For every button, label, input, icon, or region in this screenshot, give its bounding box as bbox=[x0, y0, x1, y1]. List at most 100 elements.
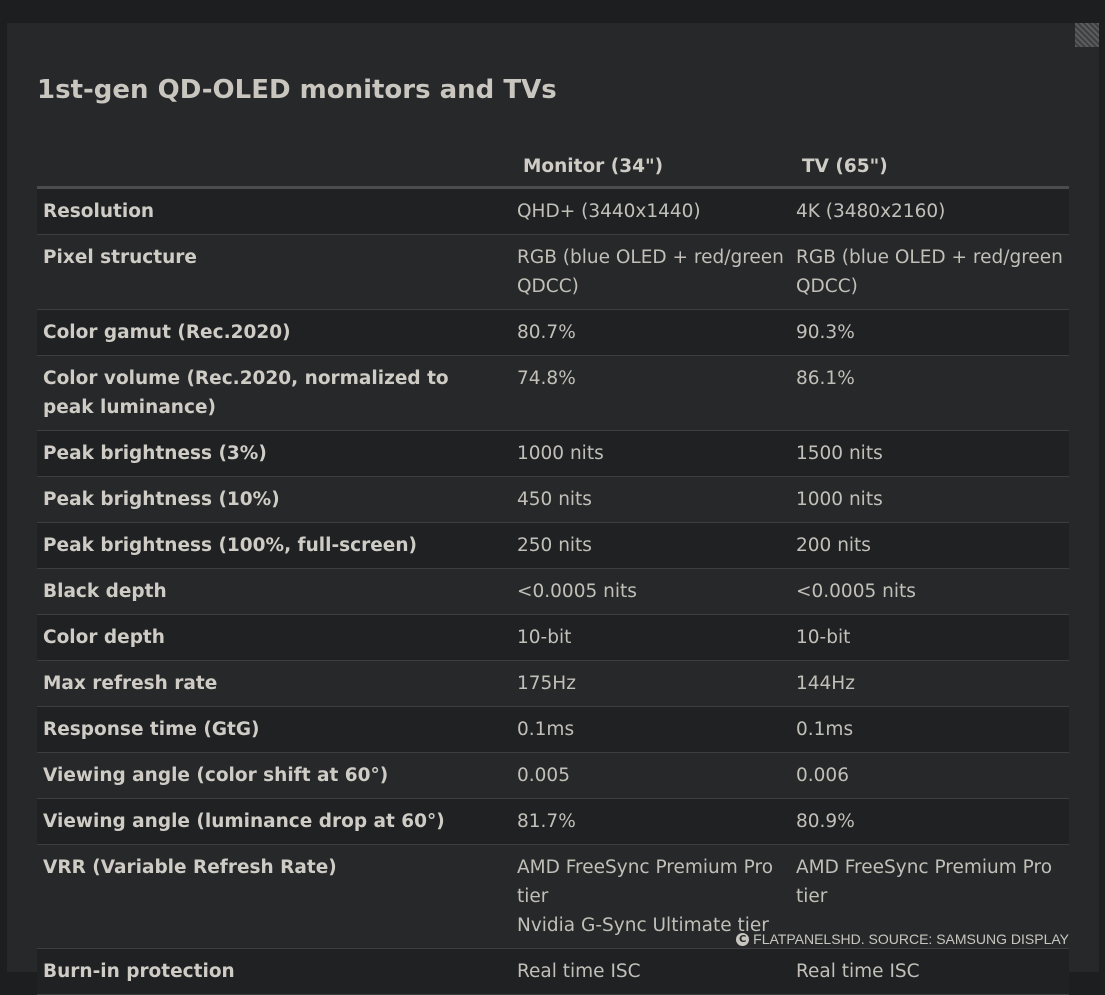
table-row: Max refresh rate 175Hz 144Hz bbox=[37, 660, 1069, 707]
cell-line: 74.8% bbox=[517, 368, 576, 389]
cell-monitor: 0.1ms bbox=[511, 706, 790, 753]
table-row: Burn-in protection Real time ISC Real time… bbox=[37, 948, 1069, 995]
cell-line: 10-bit bbox=[796, 627, 851, 648]
table-row: Peak brightness (100%, full-screen) 250 n… bbox=[37, 522, 1069, 569]
table-row: Pixel structure RGB (blue OLED + red/gree… bbox=[37, 234, 1069, 310]
table-body: Resolution QHD+ (3440x1440) 4K (3480x2160)… bbox=[37, 187, 1069, 995]
article-figure: 1st-gen QD-OLED monitors and TVs Monitor… bbox=[7, 23, 1099, 995]
cell-tv: 144Hz bbox=[790, 660, 1069, 707]
row-label: Color gamut (Rec.2020) bbox=[37, 309, 511, 356]
table-row: Resolution QHD+ (3440x1440) 4K (3480x2160) bbox=[37, 187, 1069, 235]
table-header-row: Monitor (34") TV (65") bbox=[37, 146, 1069, 189]
table-row: Viewing angle (color shift at 60°) 0.005 0… bbox=[37, 752, 1069, 799]
row-label: VRR (Variable Refresh Rate) bbox=[37, 844, 511, 949]
row-label: Response time (GtG) bbox=[37, 706, 511, 753]
cell-tv: 80.9% bbox=[790, 798, 1069, 845]
cell-monitor: 1000 nits bbox=[511, 430, 790, 477]
cell-monitor: 81.7% bbox=[511, 798, 790, 845]
cell-line: 81.7% bbox=[517, 811, 576, 832]
cell-line: 0.1ms bbox=[796, 719, 854, 740]
row-label: Peak brightness (10%) bbox=[37, 476, 511, 523]
header-tv: TV (65") bbox=[790, 146, 1069, 189]
cell-tv: <0.0005 nits bbox=[790, 568, 1069, 615]
spec-table: Monitor (34") TV (65") Resolution QHD+ (3… bbox=[37, 146, 1069, 995]
cell-line: 1000 nits bbox=[517, 443, 604, 464]
cell-monitor: 450 nits bbox=[511, 476, 790, 523]
cell-line: 200 nits bbox=[796, 535, 871, 556]
cell-line: Real time ISC bbox=[796, 961, 920, 982]
table-row: Color volume (Rec.2020, normalized to pe… bbox=[37, 355, 1069, 431]
cell-monitor: QHD+ (3440x1440) bbox=[511, 187, 790, 235]
header-spec bbox=[37, 146, 511, 189]
table-row: VRR (Variable Refresh Rate) AMD FreeSync … bbox=[37, 844, 1069, 949]
cell-tv: 4K (3480x2160) bbox=[790, 187, 1069, 235]
row-label: Viewing angle (color shift at 60°) bbox=[37, 752, 511, 799]
row-label: Peak brightness (3%) bbox=[37, 430, 511, 477]
cell-line: 80.7% bbox=[517, 322, 576, 343]
figure-title: 1st-gen QD-OLED monitors and TVs bbox=[37, 75, 557, 105]
cell-monitor: 250 nits bbox=[511, 522, 790, 569]
cell-tv: Real time ISC bbox=[790, 948, 1069, 995]
cell-line: 86.1% bbox=[796, 368, 855, 389]
cell-monitor: 0.005 bbox=[511, 752, 790, 799]
table-row: Peak brightness (10%) 450 nits 1000 nits bbox=[37, 476, 1069, 523]
table-row: Viewing angle (luminance drop at 60°) 81.… bbox=[37, 798, 1069, 845]
cell-line: 80.9% bbox=[796, 811, 855, 832]
cell-line: 0.006 bbox=[796, 765, 849, 786]
row-label: Max refresh rate bbox=[37, 660, 511, 707]
image-thumbnail-icon[interactable] bbox=[1075, 23, 1099, 47]
cell-monitor: Real time ISC bbox=[511, 948, 790, 995]
cell-line: 0.005 bbox=[517, 765, 570, 786]
row-label: Color depth bbox=[37, 614, 511, 661]
table-row: Peak brightness (3%) 1000 nits 1500 nits bbox=[37, 430, 1069, 477]
credit-text: FLATPANELSHD. SOURCE: SAMSUNG DISPLAY bbox=[753, 931, 1069, 947]
cell-monitor: 175Hz bbox=[511, 660, 790, 707]
row-label: Peak brightness (100%, full-screen) bbox=[37, 522, 511, 569]
row-label: Black depth bbox=[37, 568, 511, 615]
table-row: Color depth 10-bit 10-bit bbox=[37, 614, 1069, 661]
cell-tv: 10-bit bbox=[790, 614, 1069, 661]
cell-line: RGB (blue OLED + red/green QDCC) bbox=[796, 247, 1063, 297]
cell-tv: 0.006 bbox=[790, 752, 1069, 799]
row-label: Pixel structure bbox=[37, 234, 511, 310]
row-label: Burn-in protection bbox=[37, 948, 511, 995]
cell-tv: 90.3% bbox=[790, 309, 1069, 356]
cell-tv: 1500 nits bbox=[790, 430, 1069, 477]
cell-line: 4K (3480x2160) bbox=[796, 201, 946, 222]
table-row: Response time (GtG) 0.1ms 0.1ms bbox=[37, 706, 1069, 753]
cell-tv: AMD FreeSync Premium Pro tier bbox=[790, 844, 1069, 949]
cell-line: <0.0005 nits bbox=[796, 581, 916, 602]
table-row: Black depth <0.0005 nits <0.0005 nits bbox=[37, 568, 1069, 615]
cell-monitor: <0.0005 nits bbox=[511, 568, 790, 615]
cell-line: Real time ISC bbox=[517, 961, 641, 982]
image-credit: C FLATPANELSHD. SOURCE: SAMSUNG DISPLAY bbox=[736, 931, 1069, 947]
cell-line: 10-bit bbox=[517, 627, 572, 648]
cell-monitor: RGB (blue OLED + red/green QDCC) bbox=[511, 234, 790, 310]
cell-line: 144Hz bbox=[796, 673, 855, 694]
cell-line: 175Hz bbox=[517, 673, 576, 694]
cell-line: RGB (blue OLED + red/green QDCC) bbox=[517, 247, 784, 297]
cell-monitor: 74.8% bbox=[511, 355, 790, 431]
cell-line: 0.1ms bbox=[517, 719, 575, 740]
cell-line: AMD FreeSync Premium Pro tier bbox=[796, 857, 1053, 907]
cell-line: 90.3% bbox=[796, 322, 855, 343]
cell-line: 1000 nits bbox=[796, 489, 883, 510]
cell-line: Nvidia G-Sync Ultimate tier bbox=[517, 915, 769, 936]
cell-line: 1500 nits bbox=[796, 443, 883, 464]
cell-line: QHD+ (3440x1440) bbox=[517, 201, 701, 222]
cell-tv: 86.1% bbox=[790, 355, 1069, 431]
cell-tv: RGB (blue OLED + red/green QDCC) bbox=[790, 234, 1069, 310]
row-label: Viewing angle (luminance drop at 60°) bbox=[37, 798, 511, 845]
cell-tv: 0.1ms bbox=[790, 706, 1069, 753]
cell-monitor: 10-bit bbox=[511, 614, 790, 661]
table-row: Color gamut (Rec.2020) 80.7% 90.3% bbox=[37, 309, 1069, 356]
header-monitor: Monitor (34") bbox=[511, 146, 790, 189]
cell-line: 450 nits bbox=[517, 489, 592, 510]
cell-tv: 200 nits bbox=[790, 522, 1069, 569]
cell-tv: 1000 nits bbox=[790, 476, 1069, 523]
cell-line: <0.0005 nits bbox=[517, 581, 637, 602]
copyright-icon: C bbox=[736, 932, 750, 946]
cell-line: AMD FreeSync Premium Pro tier bbox=[517, 857, 774, 907]
cell-monitor: AMD FreeSync Premium Pro tier Nvidia G-Sy… bbox=[511, 844, 790, 949]
row-label: Color volume (Rec.2020, normalized to pe… bbox=[37, 355, 511, 431]
